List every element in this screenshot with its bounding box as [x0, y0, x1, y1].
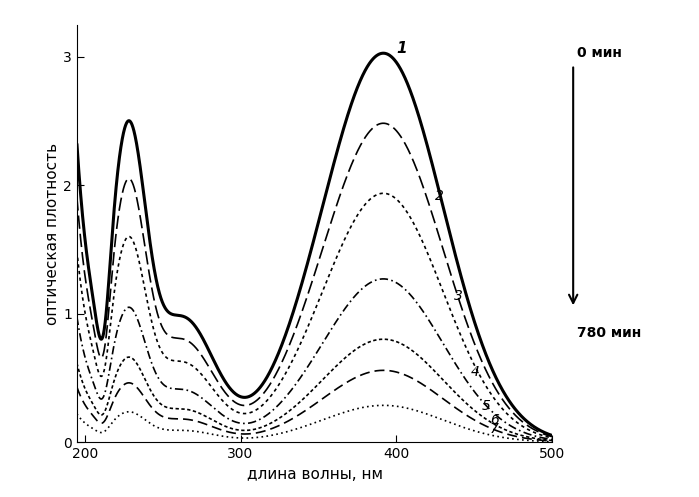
Text: 5: 5: [482, 400, 491, 414]
Text: 4: 4: [471, 365, 480, 379]
X-axis label: длина волны, нм: длина волны, нм: [247, 467, 382, 482]
Text: 0 мин: 0 мин: [577, 46, 621, 60]
Text: 6: 6: [490, 414, 499, 427]
Text: 7: 7: [490, 422, 499, 436]
Text: 2: 2: [435, 189, 444, 203]
Text: 1: 1: [396, 41, 407, 56]
Text: 780 мин: 780 мин: [577, 326, 641, 339]
Text: 3: 3: [454, 289, 463, 303]
Y-axis label: оптическая плотность: оптическая плотность: [45, 143, 60, 325]
